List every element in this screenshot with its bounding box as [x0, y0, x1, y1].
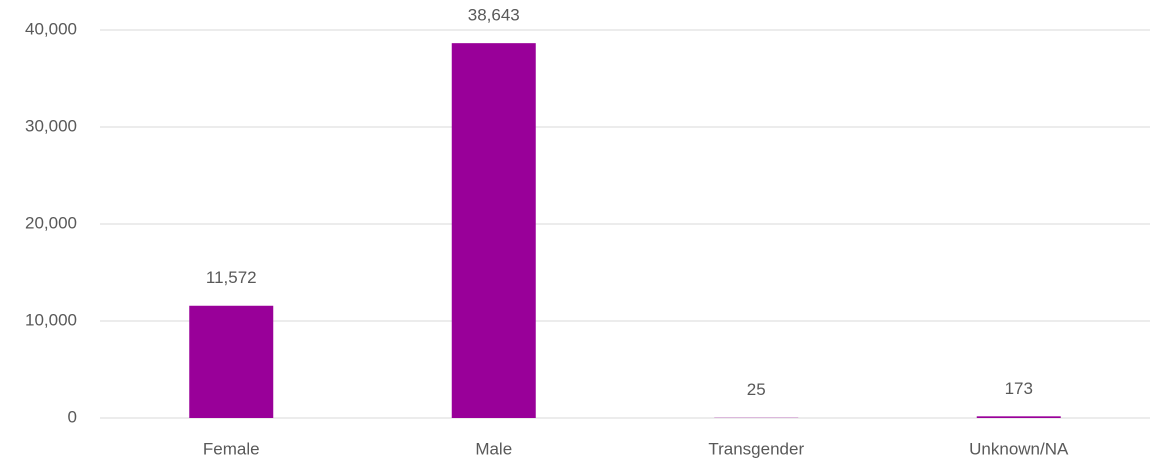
- y-tick-label: 30,000: [25, 116, 77, 135]
- value-label: 173: [1005, 379, 1033, 398]
- value-label: 38,643: [468, 6, 520, 25]
- y-tick-label: 40,000: [25, 19, 77, 38]
- x-tick-label: Male: [475, 439, 512, 458]
- y-tick-label: 10,000: [25, 310, 77, 329]
- bar: [976, 416, 1061, 418]
- bar: [189, 305, 274, 418]
- y-tick-label: 20,000: [25, 213, 77, 232]
- x-tick-label: Transgender: [708, 439, 804, 458]
- value-label: 25: [747, 380, 766, 399]
- x-tick-label: Unknown/NA: [969, 439, 1069, 458]
- bar: [451, 43, 536, 418]
- value-label: 11,572: [206, 268, 257, 287]
- x-tick-label: Female: [203, 439, 260, 458]
- y-tick-label: 0: [68, 407, 77, 426]
